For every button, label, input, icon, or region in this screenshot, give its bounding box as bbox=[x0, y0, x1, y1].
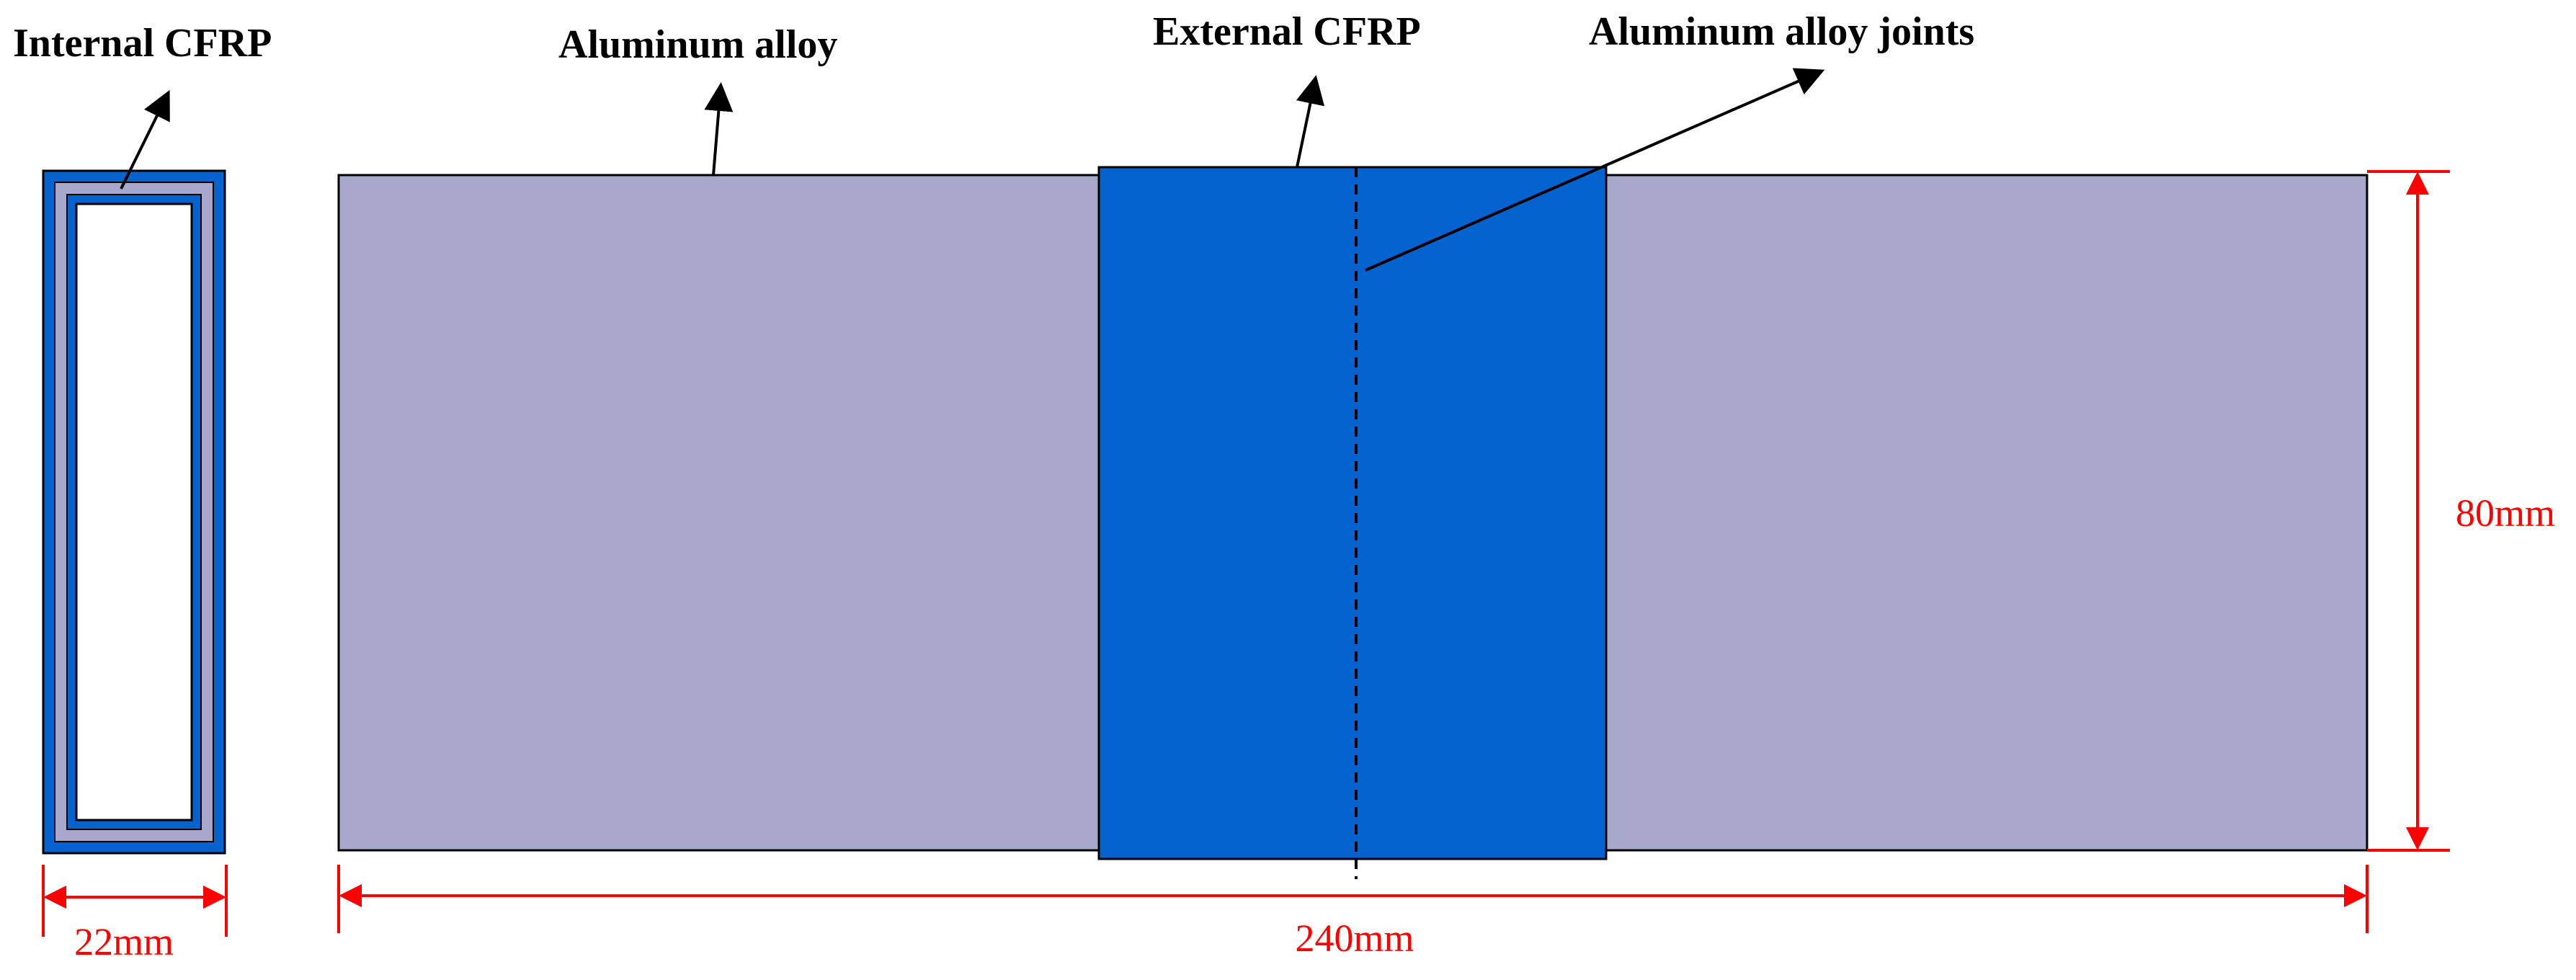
side-view bbox=[337, 166, 2368, 879]
length-dimension-label: 240mm bbox=[1295, 917, 1414, 960]
external-cfrp-label: External CFRP bbox=[1153, 9, 1421, 54]
aluminum-tube-right bbox=[1602, 174, 2368, 852]
height-dimension-label: 80mm bbox=[2456, 491, 2555, 535]
aluminum-alloy-leader bbox=[704, 82, 734, 176]
aluminum-alloy-label: Aluminum alloy bbox=[558, 22, 837, 67]
external-cfrp-wrap bbox=[1097, 166, 1608, 860]
labels: Internal CFRP Aluminum alloy External CF… bbox=[13, 9, 1974, 67]
cross-section-hollow bbox=[75, 202, 193, 821]
width-dimension-label: 22mm bbox=[74, 920, 174, 963]
internal-cfrp-label: Internal CFRP bbox=[13, 21, 272, 66]
internal-cfrp-leader bbox=[120, 89, 170, 190]
aluminum-alloy-joints-label: Aluminum alloy joints bbox=[1589, 9, 1974, 54]
cross-section bbox=[42, 169, 226, 855]
joints-leader bbox=[1365, 68, 1825, 272]
dimensions: 22mm 240mm 80mm bbox=[42, 170, 2555, 963]
aluminum-tube-left bbox=[337, 174, 1104, 852]
external-cfrp-leader bbox=[1296, 75, 1325, 168]
leader-arrows bbox=[120, 68, 1825, 272]
